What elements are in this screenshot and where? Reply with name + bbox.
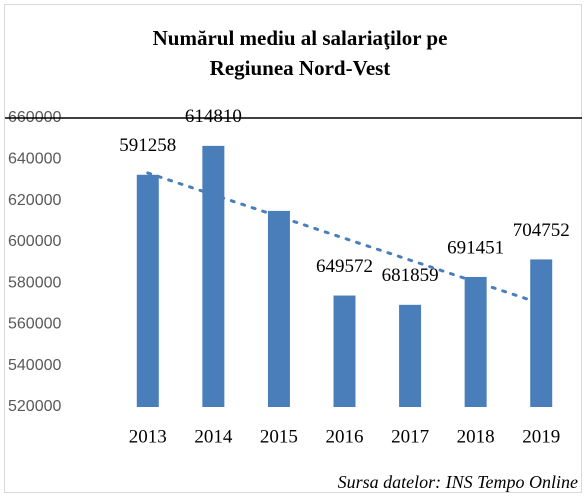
y-tick-label: 520000 [8, 398, 61, 415]
y-tick-label: 600000 [8, 233, 61, 250]
data-annotation: 691451 [447, 237, 504, 258]
x-tick-label: 2019 [522, 426, 560, 447]
y-tick-label: 540000 [8, 357, 61, 374]
x-tick-label: 2016 [326, 426, 364, 447]
chart-border [4, 4, 582, 493]
data-annotation: 614810 [185, 106, 242, 127]
data-annotation: 704752 [513, 220, 570, 241]
bar [333, 295, 356, 407]
chart-title: Numărul mediu al salariaţilor pe [153, 26, 448, 50]
y-tick-label: 640000 [8, 151, 61, 168]
x-tick-label: 2015 [260, 426, 298, 447]
x-tick-label: 2014 [194, 426, 233, 447]
bar [202, 145, 225, 407]
bar [530, 259, 553, 407]
x-tick-label: 2018 [457, 426, 495, 447]
data-annotation: 681859 [382, 265, 439, 286]
chart-title: Regiunea Nord-Vest [210, 56, 391, 80]
x-tick-label: 2017 [391, 426, 429, 447]
bar [399, 304, 422, 407]
source-note: Sursa datelor: INS Tempo Online [338, 472, 578, 492]
x-tick-label: 2013 [129, 426, 167, 447]
trend-line [146, 171, 543, 306]
y-tick-label: 620000 [8, 192, 61, 209]
bar [267, 210, 290, 407]
data-annotation: 649572 [316, 256, 373, 277]
y-tick-label: 560000 [8, 316, 61, 333]
bar [136, 174, 159, 407]
data-annotation: 591258 [119, 135, 176, 156]
y-tick-label: 580000 [8, 274, 61, 291]
bar [464, 276, 487, 407]
